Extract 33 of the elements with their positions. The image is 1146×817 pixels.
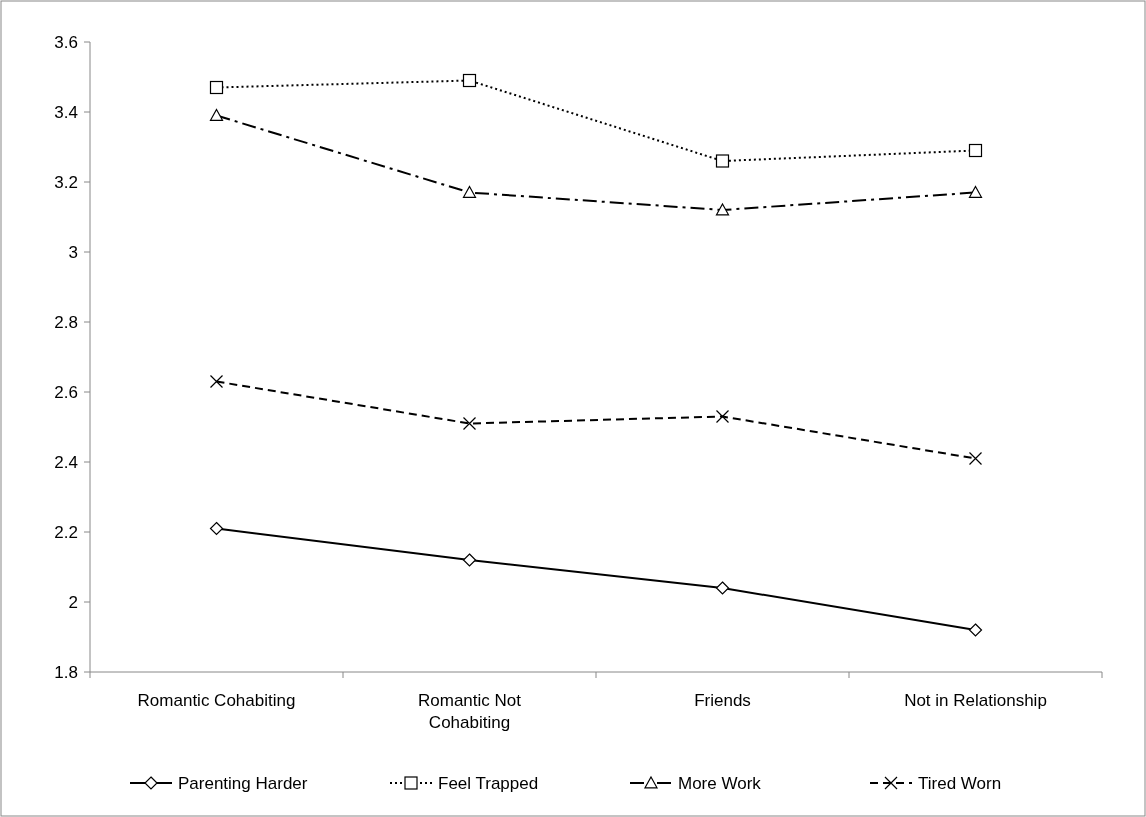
- point: [462, 416, 477, 431]
- x-tick-label: Romantic Not Cohabiting: [418, 691, 522, 732]
- legend-label: More Work: [678, 773, 762, 793]
- y-tick-label: 2.4: [54, 452, 78, 472]
- point: [462, 73, 477, 88]
- legend-label: Tired Worn: [918, 773, 1002, 793]
- y-tick-label: 2: [68, 592, 78, 612]
- point: [968, 185, 983, 198]
- y-tick-label: 3.4: [54, 102, 78, 122]
- point: [209, 374, 224, 389]
- point: [968, 451, 983, 466]
- legend-label: Feel Trapped: [438, 773, 539, 793]
- point: [715, 154, 730, 168]
- point: [462, 185, 477, 198]
- point: [715, 203, 730, 216]
- y-tick-label: 2.2: [54, 522, 78, 542]
- point: [968, 143, 983, 158]
- y-tick-label: 1.8: [54, 662, 78, 682]
- y-tick-label: 3.2: [54, 172, 78, 192]
- y-tick-label: 3.6: [54, 32, 78, 52]
- point: [462, 553, 477, 567]
- point: [715, 581, 730, 595]
- y-tick-label: 2.6: [54, 382, 78, 402]
- point: [209, 108, 224, 121]
- y-tick-label: 3: [68, 242, 78, 262]
- x-tick-label: Not in Relationship: [904, 691, 1047, 710]
- point: [715, 409, 730, 424]
- y-tick-label: 2.8: [54, 312, 78, 332]
- point: [968, 623, 983, 637]
- point: [209, 80, 224, 95]
- x-tick-label: Friends: [694, 691, 751, 710]
- x-tick-label: Romantic Cohabiting: [137, 691, 296, 710]
- legend-label: Parenting Harder: [178, 773, 308, 793]
